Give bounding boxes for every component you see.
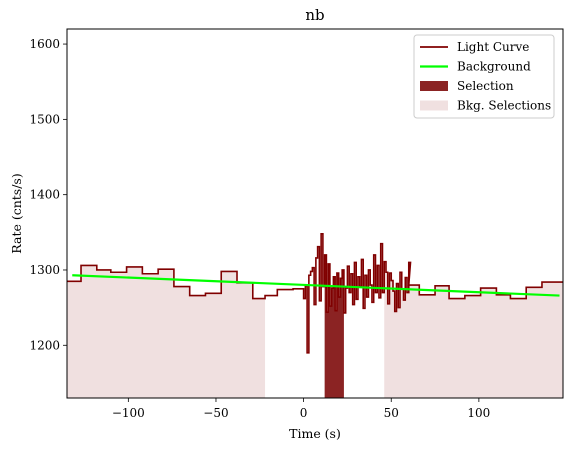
background-line [72,274,560,297]
legend-swatch-3 [420,100,448,111]
x-tick-label: 50 [384,406,399,420]
legend-swatch-2 [420,81,448,91]
legend-label-1: Background [457,60,531,74]
bkg-selection-region-1 [384,261,563,398]
y-tick-label: 1300 [29,263,60,277]
y-tick-label: 1200 [29,338,60,352]
y-tick-label: 1400 [29,188,60,202]
bkg-selection-region-0 [67,265,266,398]
x-tick-label: −50 [203,406,228,420]
legend-label-3: Bkg. Selections [457,99,551,113]
plot-frame [66,28,564,399]
y-axis-ticks: 1200 1300 1400 1500 1600 [29,37,67,352]
bkg-selection-layer [67,261,563,398]
chart-title: nb [305,6,324,24]
background-layer [72,274,560,297]
y-axis-label: Rate (cnts/s) [9,173,24,253]
y-tick-label: 1500 [29,112,60,126]
legend-box [413,34,555,119]
x-tick-label: 100 [467,406,490,420]
x-tick-label: 0 [300,406,308,420]
legend-label-2: Selection [457,79,514,93]
x-axis-ticks: −100 −50 0 50 100 [112,398,490,420]
x-tick-label: −100 [112,406,145,420]
legend-label-0: Light Curve [457,40,529,54]
y-tick-label: 1600 [29,37,60,51]
x-axis-label: Time (s) [289,426,341,441]
legend: Light Curve Background Selection Bkg. Selec… [413,34,555,119]
